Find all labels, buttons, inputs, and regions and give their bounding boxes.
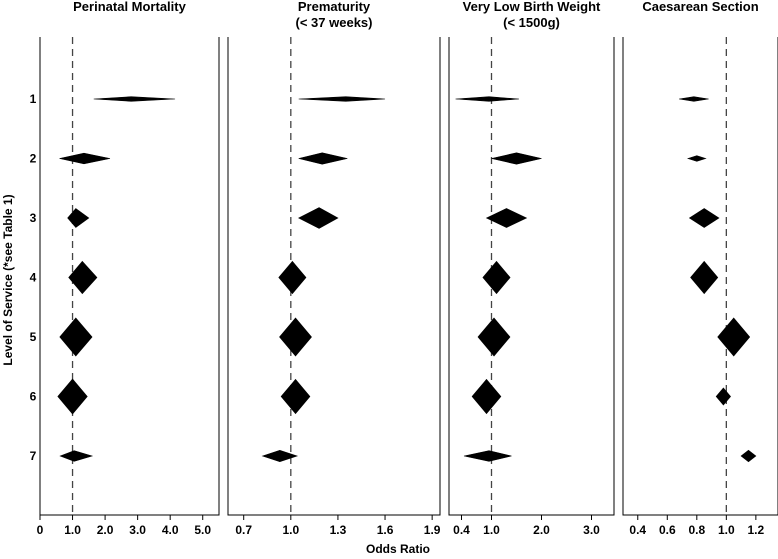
forest-panel: Prematurity(< 37 weeks) 0.7 1.0 1.3 1.6 1.9 — [227, 0, 441, 537]
level-tick-label: 3 — [30, 211, 37, 225]
panel-title: (< 37 weeks) — [296, 15, 373, 30]
x-tick-label: 1.9 — [424, 523, 441, 537]
estimate-diamond — [57, 378, 88, 415]
forest-panel: Very Low Birth Weight(< 1500g) 0.4 1.0 2.0 3… — [448, 0, 615, 537]
estimate-diamond — [679, 96, 709, 102]
x-tick-label: 0.8 — [688, 523, 705, 537]
estimate-diamond — [686, 155, 707, 162]
forest-panel: Caesarean Section 0.4 0.6 0.8 1.0 1.2 — [622, 0, 778, 537]
level-tick-label: 2 — [30, 152, 37, 166]
x-tick-label: 3.0 — [583, 523, 600, 537]
x-tick-label: 1.6 — [377, 523, 394, 537]
x-tick-label: 1.2 — [748, 523, 765, 537]
x-tick-label: 3.0 — [129, 523, 146, 537]
x-tick-label: 0 — [37, 523, 44, 537]
estimate-diamond — [298, 207, 339, 229]
x-tick-label: 1.3 — [330, 523, 347, 537]
estimate-diamond — [68, 260, 98, 295]
level-tick-label: 1 — [30, 92, 37, 106]
estimate-diamond — [690, 260, 719, 295]
x-tick-label: 0.7 — [235, 523, 252, 537]
estimate-diamond — [67, 208, 90, 228]
panel-frame — [622, 37, 778, 516]
estimate-diamond — [59, 317, 93, 357]
x-axis-label: Odds Ratio — [366, 542, 430, 556]
level-tick-label: 4 — [30, 271, 37, 285]
panel-title: (< 1500g) — [503, 15, 560, 30]
level-labels: 1 2 3 4 5 6 7 — [30, 92, 37, 463]
x-tick-label: 0.6 — [659, 523, 676, 537]
panels: Perinatal Mortality 0 1.0 2.0 3.0 4.0 5.0 Prema… — [37, 0, 778, 537]
estimate-diamond — [471, 378, 502, 415]
x-tick-label: 4.0 — [162, 523, 179, 537]
estimate-diamond — [463, 450, 512, 462]
x-tick-label: 0.4 — [629, 523, 646, 537]
estimate-diamond — [93, 96, 176, 102]
estimate-diamond — [491, 152, 542, 165]
panel-frame — [39, 37, 220, 516]
estimate-diamond — [477, 317, 511, 357]
x-tick-label: 1.0 — [718, 523, 735, 537]
x-tick-label: 1.0 — [483, 523, 500, 537]
panel-title: Perinatal Mortality — [73, 0, 186, 14]
estimate-diamond — [298, 96, 386, 102]
x-tick-label: 1.0 — [282, 523, 299, 537]
estimate-diamond — [740, 449, 757, 463]
x-tick-label: 2.0 — [97, 523, 114, 537]
level-tick-label: 7 — [30, 449, 37, 463]
estimate-diamond — [298, 152, 348, 165]
panel-title: Very Low Birth Weight — [463, 0, 601, 14]
estimate-diamond — [482, 260, 511, 295]
panel-frame — [227, 37, 441, 516]
estimate-diamond — [279, 317, 312, 357]
level-tick-label: 5 — [30, 330, 37, 344]
x-tick-label: 5.0 — [194, 523, 211, 537]
estimate-diamond — [59, 152, 111, 165]
estimate-diamond — [261, 449, 299, 463]
y-axis-label: Level of Service (*see Table 1) — [1, 194, 15, 365]
panel-title: Prematurity — [298, 0, 371, 14]
estimate-diamond — [715, 387, 731, 406]
estimate-diamond — [280, 378, 311, 415]
panel-frame — [448, 37, 615, 516]
forest-panel: Perinatal Mortality 0 1.0 2.0 3.0 4.0 5.0 — [37, 0, 220, 537]
estimate-diamond — [717, 317, 751, 357]
estimate-diamond — [278, 260, 307, 295]
panel-title: Caesarean Section — [642, 0, 758, 14]
level-tick-label: 6 — [30, 390, 37, 404]
x-tick-label: 2.0 — [533, 523, 550, 537]
x-tick-label: 0.4 — [453, 523, 470, 537]
estimate-diamond — [59, 450, 94, 462]
estimate-diamond — [688, 208, 720, 228]
estimate-diamond — [485, 208, 528, 228]
x-tick-label: 1.0 — [64, 523, 81, 537]
estimate-diamond — [455, 96, 520, 102]
